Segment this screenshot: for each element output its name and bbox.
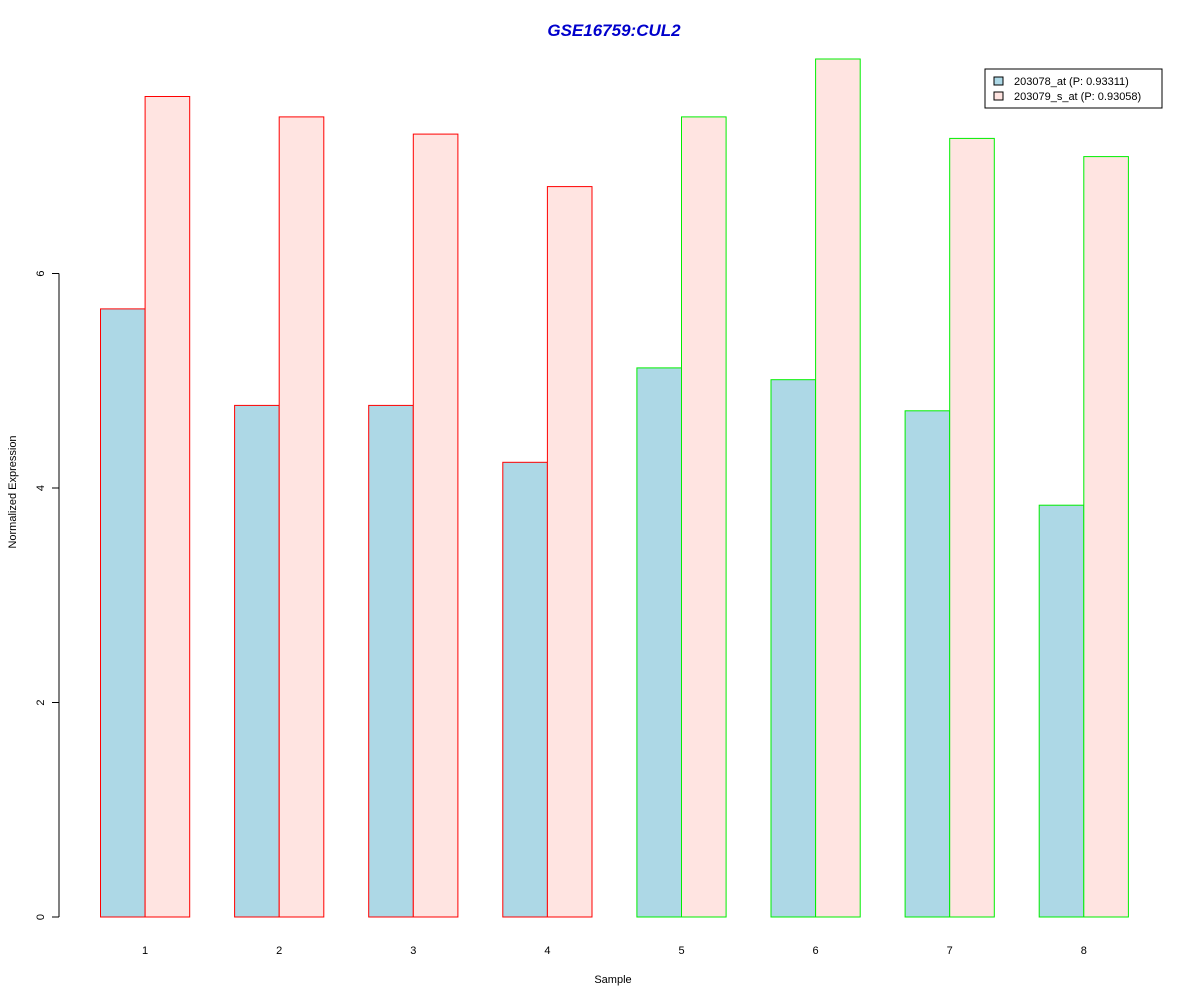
legend-box <box>984 68 1163 109</box>
bar-sample-6-series-1 <box>770 379 817 918</box>
bar-sample-2-series-1 <box>234 404 280 918</box>
y-tick-label: 0 <box>35 914 47 920</box>
legend-swatch-203079-s-at <box>993 91 1004 101</box>
bar-sample-1-series-1 <box>100 308 146 918</box>
x-tick-label: 2 <box>276 945 282 957</box>
x-tick-label: 4 <box>544 945 550 957</box>
legend: 203078_at (P: 0.93311) 203079_s_at (P: 0… <box>984 68 1163 109</box>
bar-sample-7-series-1 <box>904 410 951 918</box>
bar-sample-2-series-2 <box>278 116 325 918</box>
legend-swatch-203078-at <box>993 76 1004 86</box>
x-tick-label: 8 <box>1081 945 1087 957</box>
x-tick-label: 7 <box>947 945 953 957</box>
bar-sample-3-series-1 <box>368 404 414 918</box>
legend-label-203079-s-at: 203079_s_at (P: 0.93058) <box>1014 91 1141 103</box>
x-tick-label: 3 <box>410 945 416 957</box>
y-tick-label: 2 <box>35 699 47 705</box>
bar-sample-8-series-1 <box>1038 504 1085 918</box>
bar-sample-5-series-2 <box>681 116 727 918</box>
y-axis-label: Normalized Expression <box>7 435 19 548</box>
y-tick-label: 6 <box>35 270 47 276</box>
legend-label-203078-at: 203078_at (P: 0.93311) <box>1014 76 1129 88</box>
x-tick-label: 1 <box>142 945 148 957</box>
bar-sample-6-series-2 <box>815 58 861 918</box>
x-tick-label: 5 <box>678 945 684 957</box>
bar-sample-4-series-1 <box>502 461 548 918</box>
x-tick-label: 6 <box>813 945 819 957</box>
bar-sample-1-series-2 <box>144 96 191 918</box>
y-tick-label: 4 <box>35 485 47 491</box>
bar-sample-5-series-1 <box>636 367 683 918</box>
y-axis: 0 2 4 6 <box>35 270 60 920</box>
chart-title: GSE16759:CUL2 <box>547 21 681 40</box>
bar-sample-8-series-2 <box>1083 156 1129 918</box>
x-axis: 1 2 3 4 5 6 7 8 <box>142 945 1087 957</box>
x-axis-label: Sample <box>594 974 631 986</box>
bar-sample-7-series-2 <box>949 137 995 918</box>
bars-layer <box>100 58 1129 918</box>
bar-sample-3-series-2 <box>412 133 459 918</box>
bar-sample-4-series-2 <box>546 186 593 918</box>
